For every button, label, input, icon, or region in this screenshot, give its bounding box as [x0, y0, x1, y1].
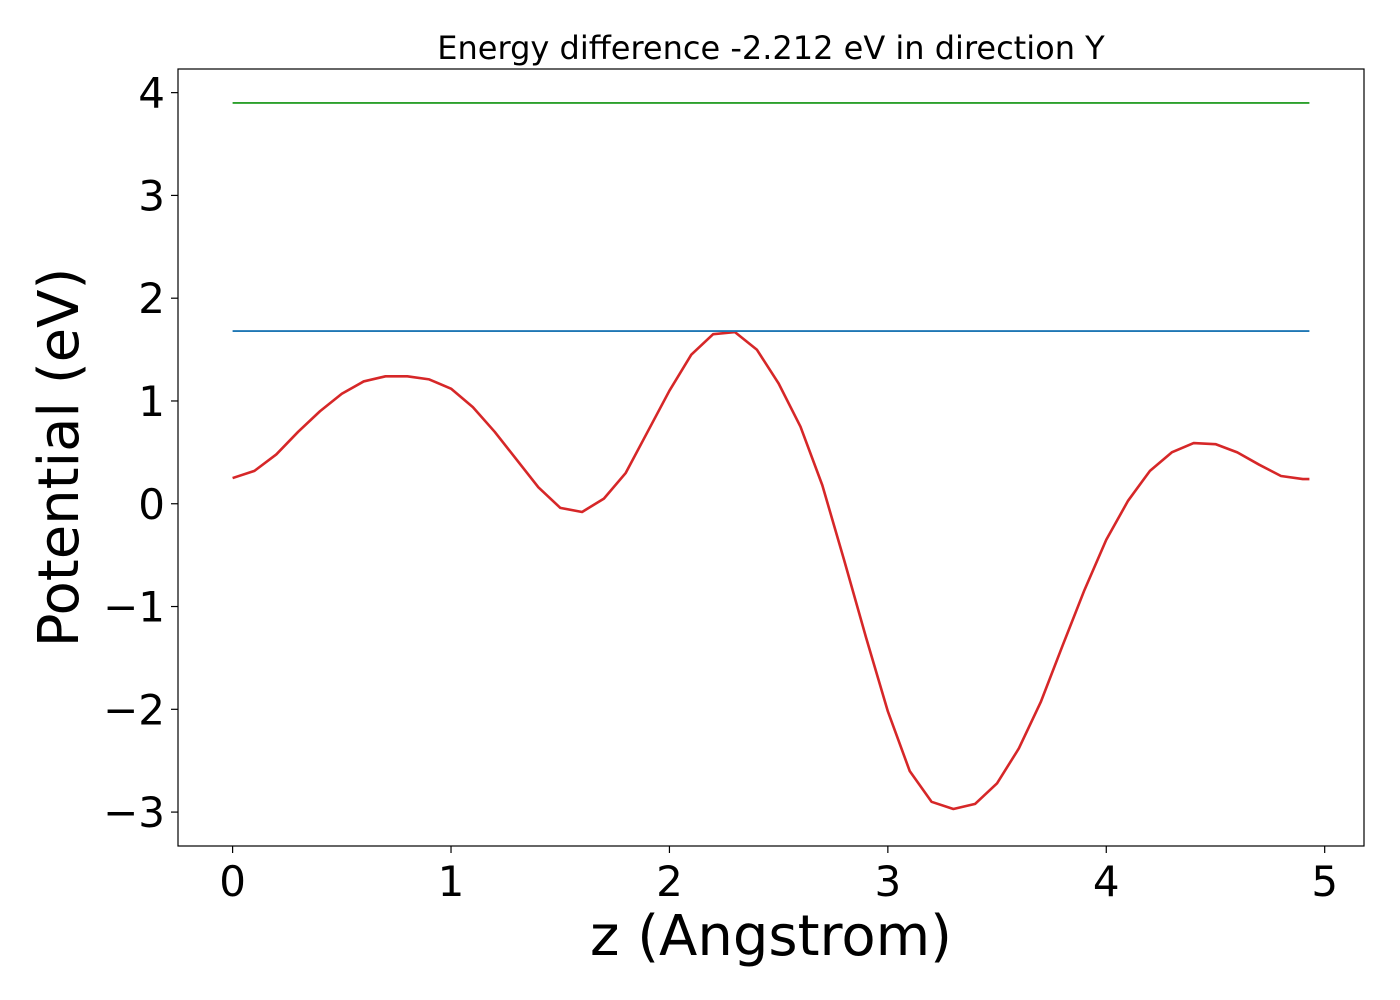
- x-tick-label: 4: [1093, 857, 1120, 906]
- plot-marks: [232, 102, 1310, 811]
- plot-frame: [177, 68, 1365, 847]
- y-tick-label: −2: [103, 685, 165, 734]
- x-tick-label: 1: [438, 857, 465, 906]
- x-axis-ticks: 0 1 2 3 4 5: [219, 846, 1338, 906]
- y-tick-label: 4: [138, 69, 165, 118]
- x-tick-label: 0: [219, 857, 246, 906]
- y-axis-label: Potential (eV): [27, 268, 92, 648]
- series-line-0: [232, 330, 1310, 811]
- y-tick-label: −1: [103, 583, 165, 632]
- y-tick-label: −3: [103, 788, 165, 837]
- y-axis-ticks: −3 −2 −1 0 1 2 3 4: [103, 69, 178, 837]
- x-tick-label: 5: [1311, 857, 1338, 906]
- y-tick-label: 2: [138, 274, 165, 323]
- y-tick-label: 1: [138, 377, 165, 426]
- y-tick-label: 3: [138, 171, 165, 220]
- x-axis-label: z (Angstrom): [590, 904, 952, 969]
- x-tick-label: 3: [874, 857, 901, 906]
- x-tick-label: 2: [656, 857, 683, 906]
- y-tick-label: 0: [138, 480, 165, 529]
- chart-title: Energy difference -2.212 eV in direction…: [437, 29, 1105, 67]
